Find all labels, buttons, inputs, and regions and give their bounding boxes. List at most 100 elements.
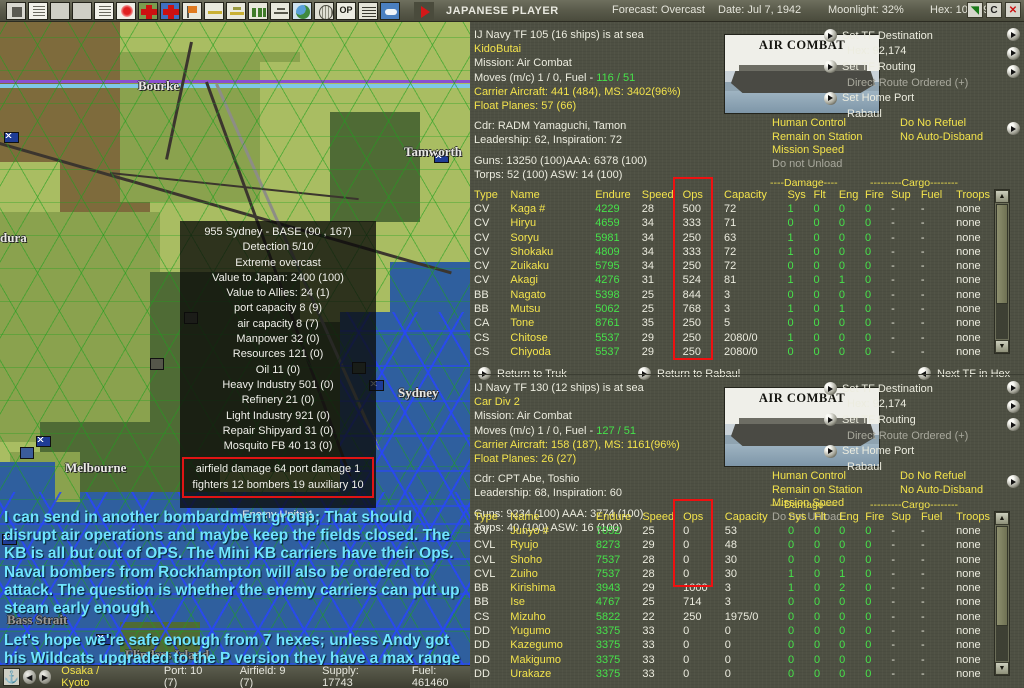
column-header-endure[interactable]: Endure (595, 189, 631, 201)
column-header-fuel[interactable]: Fuel (920, 511, 943, 523)
column-header-speed[interactable]: Speed (641, 189, 674, 201)
column-header-eng[interactable]: Eng (839, 511, 859, 523)
table-row[interactable]: CV Junyo # 7052 25 0 53 0 0 0 0 - - none (474, 524, 990, 538)
naval-transfer-icon[interactable] (72, 1, 92, 20)
set-tf-destination-button[interactable]: Set TF Destination (824, 381, 1020, 397)
table-row[interactable]: CS Chiyoda 5537 29 250 2080/0 0 0 0 0 - - none (474, 345, 990, 359)
prev-base-icon[interactable]: ◀ (22, 670, 36, 684)
tf105-status-2[interactable]: Mission Speed (772, 144, 845, 157)
unit-counter-north2[interactable] (150, 358, 164, 370)
column-header-fuel[interactable]: Fuel (920, 189, 943, 201)
table-row[interactable]: CVL Shoho 7537 28 0 30 0 0 0 0 - - none (474, 553, 990, 567)
weather-icon[interactable] (380, 1, 400, 20)
japanese-flag-icon[interactable] (116, 1, 136, 20)
industry-icon[interactable] (248, 1, 268, 20)
column-header-ops[interactable]: Ops (683, 511, 704, 523)
table-row[interactable]: CV Kaga # 4229 28 500 72 1 0 0 0 - - none (474, 202, 990, 216)
maximize-button[interactable]: C (986, 2, 1002, 18)
set-home-port-button[interactable]: Set Home Port (824, 443, 1020, 459)
aircraft-transfer-icon[interactable] (50, 1, 70, 20)
report-icon[interactable] (28, 1, 48, 20)
anchor-icon[interactable]: ⚓ (3, 668, 20, 686)
table-row[interactable]: CS Mizuho 5822 22 250 1975/0 0 0 0 0 - - none (474, 610, 990, 624)
table-row[interactable]: DD Kazegumo 3375 33 0 0 0 0 0 0 - - none (474, 638, 990, 652)
return-to-rabaul-button[interactable]: Return to Rabaul (638, 367, 740, 380)
column-header-eng[interactable]: Eng (838, 189, 859, 201)
column-header-troops[interactable]: Troops (956, 511, 990, 523)
tf105-status-1[interactable]: No Auto-Disband (900, 130, 984, 143)
column-header-type[interactable]: Type (474, 189, 498, 201)
tf105-scroll-arrow-4[interactable] (1007, 122, 1020, 135)
tf130-scroll-up-button[interactable]: ▲ (995, 512, 1009, 525)
column-header-capacity[interactable]: Capacity (724, 511, 768, 523)
table-row[interactable]: CVL Ryujo 8273 29 0 48 0 0 0 0 - - none (474, 538, 990, 552)
allied-base-flag-melbourne[interactable] (36, 436, 51, 447)
tf130-scroll-arrow-4[interactable] (1007, 475, 1020, 488)
japanese-air-icon[interactable] (138, 1, 158, 20)
flag-icon[interactable] (182, 1, 202, 20)
table-row[interactable]: BB Nagato 5398 25 844 3 0 0 0 0 - - none (474, 288, 990, 302)
column-header-sys[interactable]: Sys (787, 511, 807, 523)
unit-counter-melbourne[interactable] (20, 447, 34, 459)
table-row[interactable]: CV Akagi 4276 31 524 81 1 0 1 0 - - none (474, 273, 990, 287)
allied-base-flag-mildura[interactable] (2, 534, 17, 545)
set-home-port-button[interactable]: Set Home Port (824, 90, 1020, 106)
column-header-speed[interactable]: Speed (642, 511, 675, 523)
table-row[interactable]: CVL Zuiho 7537 28 0 30 1 0 1 0 - - none (474, 567, 990, 581)
tf130-scroll-thumb[interactable] (996, 526, 1008, 626)
globe-icon[interactable] (292, 1, 312, 20)
set-tf-routing-button[interactable]: Set TF Routing (824, 59, 1020, 75)
tf105-scroll-thumb[interactable] (996, 204, 1008, 304)
close-button[interactable]: ✕ (1005, 2, 1021, 18)
tf105-scroll-up-button[interactable]: ▲ (995, 190, 1009, 203)
rail-icon[interactable] (270, 1, 290, 20)
op-points-icon[interactable]: OP (336, 1, 356, 20)
minimize-button[interactable]: ◥ (967, 2, 983, 18)
tf130-scroll-down-button[interactable]: ▼ (995, 662, 1009, 675)
airfield-icon[interactable] (204, 1, 224, 20)
table-row[interactable]: CA Tone 8761 35 250 5 0 0 0 0 - - none (474, 316, 990, 330)
column-header-troops[interactable]: Troops (956, 189, 990, 201)
column-header-sys[interactable]: Sys (787, 189, 806, 201)
tf130-status-1[interactable]: No Auto-Disband (900, 483, 984, 496)
table-row[interactable]: DD Urakaze 3375 33 0 0 0 0 0 0 - - none (474, 667, 990, 681)
tf130-status-1[interactable]: Remain on Station (772, 483, 863, 496)
table-row[interactable]: CS Chitose 5537 29 250 2080/0 1 0 0 0 - - none (474, 331, 990, 345)
tf130-status-2[interactable]: Mission Speed (772, 497, 845, 510)
tf105-status-3[interactable]: Do not Unload (772, 157, 843, 170)
table-row[interactable]: CV Soryu 5981 34 250 63 1 0 0 0 - - none (474, 231, 990, 245)
tf130-scrollbar[interactable]: ▲ ▼ (994, 511, 1010, 676)
column-header-name[interactable]: Name (510, 189, 540, 201)
map-view[interactable]: Bourke Tamworth dura Melbourne Sydney Bass St… (0, 22, 470, 665)
tf105-status-0[interactable]: Do No Refuel (900, 117, 967, 129)
column-header-ops[interactable]: Ops (682, 189, 703, 201)
column-header-name[interactable]: Name (510, 511, 540, 523)
tf130-status-0[interactable]: Human Control (772, 470, 846, 482)
table-row[interactable]: DD Makigumo 3375 33 0 0 0 0 0 0 - - none (474, 653, 990, 667)
column-header-endure[interactable]: Endure (595, 511, 632, 523)
map-mode-icon[interactable] (314, 1, 334, 20)
return-to-truk-button[interactable]: Return to Truk (478, 367, 567, 380)
grid-toggle-icon[interactable] (358, 1, 378, 20)
allied-air-icon[interactable] (160, 1, 180, 20)
allied-base-flag-flinders[interactable] (96, 634, 111, 645)
tf105-status-1[interactable]: Remain on Station (772, 130, 863, 143)
tf130-scroll-arrow-3[interactable] (1007, 418, 1020, 431)
tf105-scrollbar[interactable]: ▲ ▼ (994, 189, 1010, 354)
column-header-sup[interactable]: Sup (891, 511, 911, 523)
end-turn-icon[interactable] (414, 1, 434, 20)
table-row[interactable]: DD Yugumo 3375 33 0 0 0 0 0 0 - - none (474, 624, 990, 638)
tf105-scroll-down-button[interactable]: ▼ (995, 340, 1009, 353)
tf130-status-3[interactable]: Do not Unload (772, 510, 843, 523)
table-row[interactable]: BB Mutsu 5062 25 768 3 1 0 1 0 - - none (474, 302, 990, 316)
info-icon[interactable] (94, 1, 114, 20)
column-header-fire[interactable]: Fire (865, 189, 884, 201)
column-header-sup[interactable]: Sup (891, 189, 911, 201)
next-base-icon[interactable]: ▶ (38, 670, 52, 684)
column-header-type[interactable]: Type (474, 511, 498, 523)
tf130-status-0[interactable]: Do No Refuel (900, 470, 967, 482)
column-header-flt[interactable]: Flt (813, 511, 827, 523)
table-row[interactable]: BB Ise 4767 25 714 3 0 0 0 0 - - none (474, 595, 990, 609)
tf130-scroll-arrow-1[interactable] (1007, 381, 1020, 394)
table-row[interactable]: BB Kirishima 3943 29 1000 3 1 0 2 0 - - none (474, 581, 990, 595)
